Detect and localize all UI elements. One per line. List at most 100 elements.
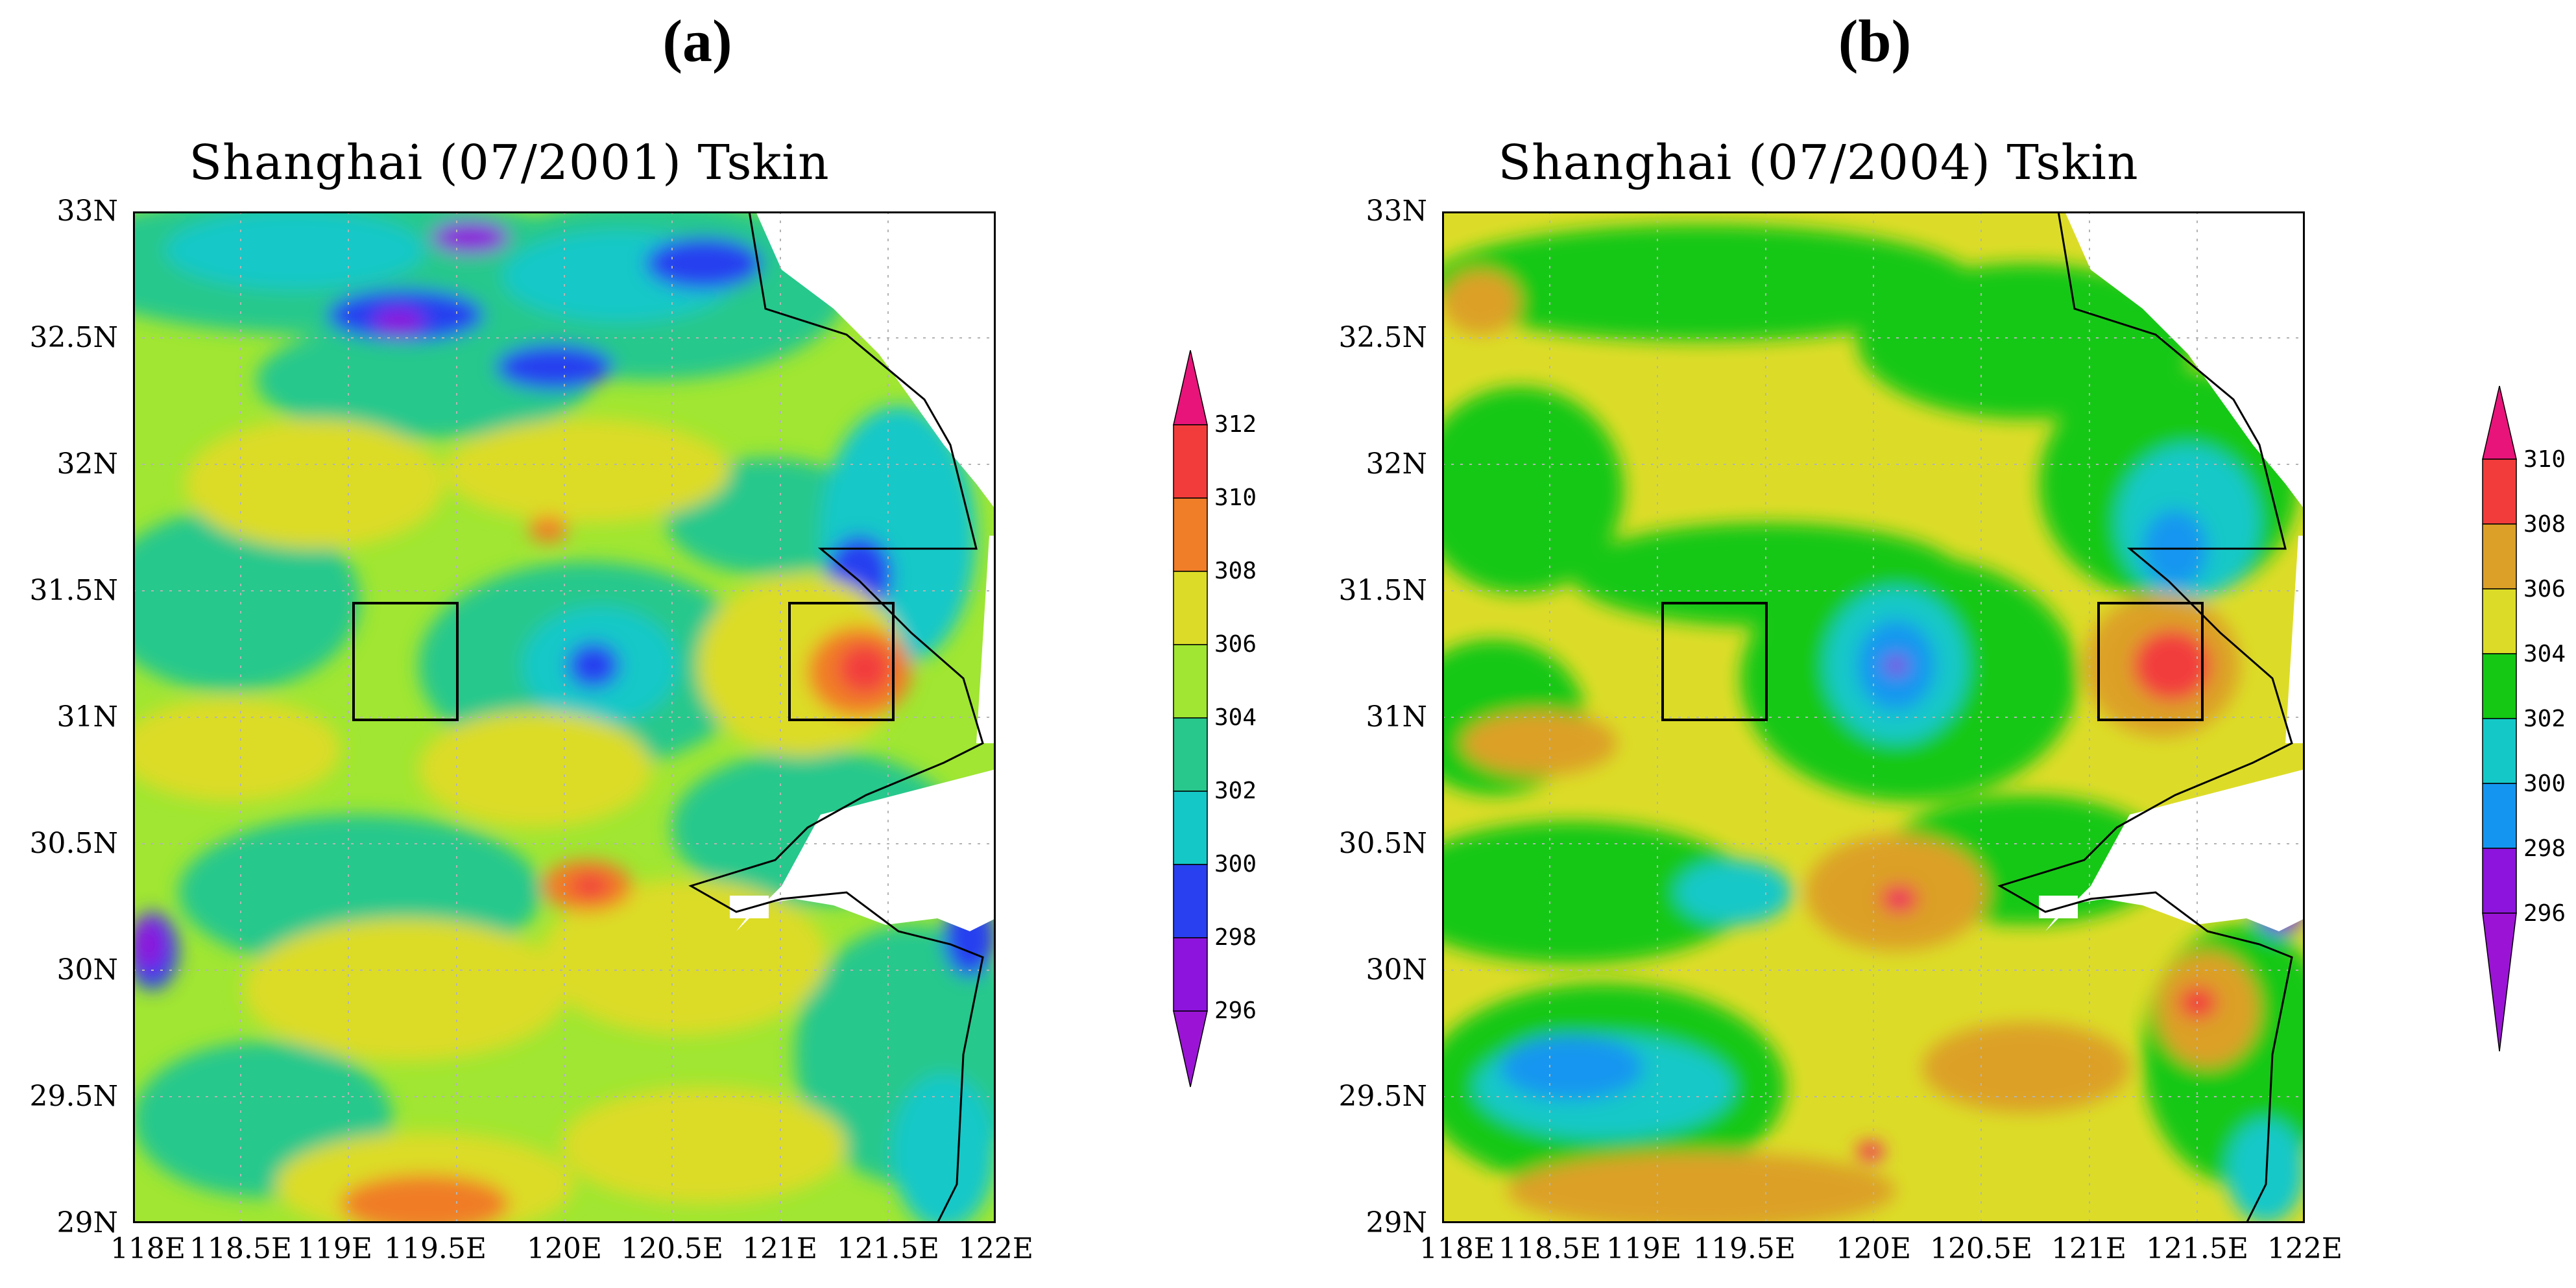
ocean-no-data bbox=[2065, 211, 2305, 510]
field-cold-patch bbox=[1500, 1035, 1643, 1100]
colorbar bbox=[1173, 350, 1208, 1088]
field-warm-patch bbox=[1922, 1022, 2130, 1113]
lat-label: 31.5N bbox=[29, 574, 118, 607]
lat-label: 31N bbox=[56, 700, 119, 733]
field-cool-patch bbox=[1442, 387, 1624, 594]
colorbar-bottom-triangle bbox=[2482, 912, 2517, 1052]
field-cool-patch bbox=[256, 322, 594, 438]
study-region-box bbox=[788, 602, 895, 721]
lon-label: 119.5E bbox=[383, 1232, 487, 1265]
field-coldest-patch bbox=[373, 309, 425, 335]
colorbar-label: 308 bbox=[1214, 558, 1257, 584]
colorbar-swatch bbox=[1173, 424, 1208, 499]
lon-label: 121E bbox=[741, 1232, 818, 1265]
field-warm-patch bbox=[444, 419, 730, 523]
colorbar-label: 302 bbox=[1214, 778, 1257, 804]
lat-label: 29.5N bbox=[29, 1080, 118, 1113]
panel-letter: (a) bbox=[662, 8, 732, 74]
lon-label: 121.5E bbox=[836, 1232, 940, 1265]
field-coldest-patch bbox=[1884, 656, 1908, 674]
field-coldest-patch bbox=[133, 918, 165, 970]
colorbar-swatch bbox=[1173, 717, 1208, 792]
lat-label: 32N bbox=[56, 447, 119, 481]
colorbar-label: 300 bbox=[2523, 770, 2566, 797]
field-cold-patch bbox=[496, 344, 613, 390]
field-hot-patch bbox=[341, 1175, 509, 1223]
field-cooler-patch bbox=[165, 211, 425, 289]
colorbar-label: 296 bbox=[2523, 900, 2566, 927]
colorbar-swatch bbox=[2482, 653, 2517, 719]
study-region-box bbox=[352, 602, 459, 721]
study-region-box bbox=[1661, 602, 1768, 721]
lat-label: 30N bbox=[56, 953, 119, 986]
map-title: Shanghai (07/2004) Tskin bbox=[1498, 135, 2139, 191]
field-hotter-patch bbox=[571, 874, 610, 898]
colorbar-swatch bbox=[2482, 718, 2517, 784]
lon-label: 118.5E bbox=[1498, 1232, 1602, 1265]
colorbar-label: 302 bbox=[2523, 706, 2566, 732]
colorbar-label: 304 bbox=[2523, 641, 2566, 667]
colorbar-label: 310 bbox=[2523, 446, 2566, 473]
field-hot-patch bbox=[529, 516, 568, 542]
field-cold-patch bbox=[568, 643, 620, 688]
colorbar-label: 298 bbox=[2523, 835, 2566, 862]
colorbar-swatch bbox=[1173, 864, 1208, 938]
field-hotter-patch bbox=[1890, 892, 1908, 905]
colorbar-top-triangle bbox=[2482, 386, 2517, 460]
colorbar-swatch bbox=[1173, 644, 1208, 719]
lon-label: 120E bbox=[1835, 1232, 1912, 1265]
colorbar-swatch bbox=[1173, 571, 1208, 645]
lat-label: 31N bbox=[1366, 700, 1428, 733]
colorbar-label: 308 bbox=[2523, 511, 2566, 538]
lon-label: 121E bbox=[2051, 1232, 2127, 1265]
colorbar-swatch bbox=[2482, 783, 2517, 849]
field-cooler-patch bbox=[1676, 860, 1792, 925]
map-plot bbox=[133, 211, 996, 1223]
map-frame bbox=[133, 211, 996, 1223]
colorbar-label: 300 bbox=[1214, 851, 1257, 877]
colorbar-swatch bbox=[2482, 523, 2517, 590]
lat-label: 32N bbox=[1366, 447, 1428, 481]
panel-letter: (b) bbox=[1838, 8, 1912, 74]
ocean-no-data bbox=[976, 536, 996, 743]
field-warm-patch bbox=[561, 1087, 847, 1204]
ocean-no-data bbox=[2039, 896, 2078, 918]
field-warm-patch bbox=[1462, 711, 1617, 776]
lat-label: 31.5N bbox=[1338, 574, 1427, 607]
lat-label: 30N bbox=[1366, 953, 1428, 986]
field-cool-patch bbox=[133, 510, 360, 691]
colorbar-top-triangle bbox=[1173, 350, 1208, 425]
field-warm-patch bbox=[1507, 1152, 1896, 1223]
lat-label: 30.5N bbox=[29, 827, 118, 860]
lat-label: 30.5N bbox=[1338, 827, 1427, 860]
lon-label: 119E bbox=[1606, 1232, 1682, 1265]
lat-label: 33N bbox=[56, 195, 119, 228]
lon-label: 122E bbox=[957, 1232, 1034, 1265]
colorbar-swatch bbox=[2482, 848, 2517, 914]
lon-label: 121.5E bbox=[2145, 1232, 2249, 1265]
lon-label: 118.5E bbox=[189, 1232, 293, 1265]
colorbar-label: 304 bbox=[1214, 704, 1257, 731]
colorbar-swatch bbox=[1173, 937, 1208, 1012]
colorbar-label: 312 bbox=[1214, 411, 1257, 438]
lat-label: 32.5N bbox=[29, 321, 118, 354]
ocean-no-data bbox=[736, 769, 996, 931]
field-warm-patch bbox=[1442, 270, 1520, 335]
colorbar-swatch bbox=[1173, 791, 1208, 865]
colorbar-swatch bbox=[2482, 588, 2517, 654]
lon-label: 118E bbox=[110, 1232, 186, 1265]
field-warm-patch bbox=[133, 698, 341, 802]
lat-label: 33N bbox=[1366, 195, 1428, 228]
field-hotter-patch bbox=[1866, 1148, 1881, 1158]
lon-label: 120E bbox=[526, 1232, 603, 1265]
lon-label: 120.5E bbox=[1929, 1232, 2033, 1265]
colorbar-label: 310 bbox=[1214, 484, 1257, 511]
ocean-no-data bbox=[2285, 536, 2305, 743]
field-warm-patch bbox=[243, 918, 568, 1061]
lat-label: 29N bbox=[1366, 1206, 1428, 1239]
field-cold-patch bbox=[645, 237, 762, 289]
lon-label: 118E bbox=[1419, 1232, 1495, 1265]
lat-label: 29.5N bbox=[1338, 1080, 1427, 1113]
field-warm-patch bbox=[418, 711, 652, 828]
panel-a: (a) Shanghai (07/2001) Tskin bbox=[29, 8, 1257, 1265]
